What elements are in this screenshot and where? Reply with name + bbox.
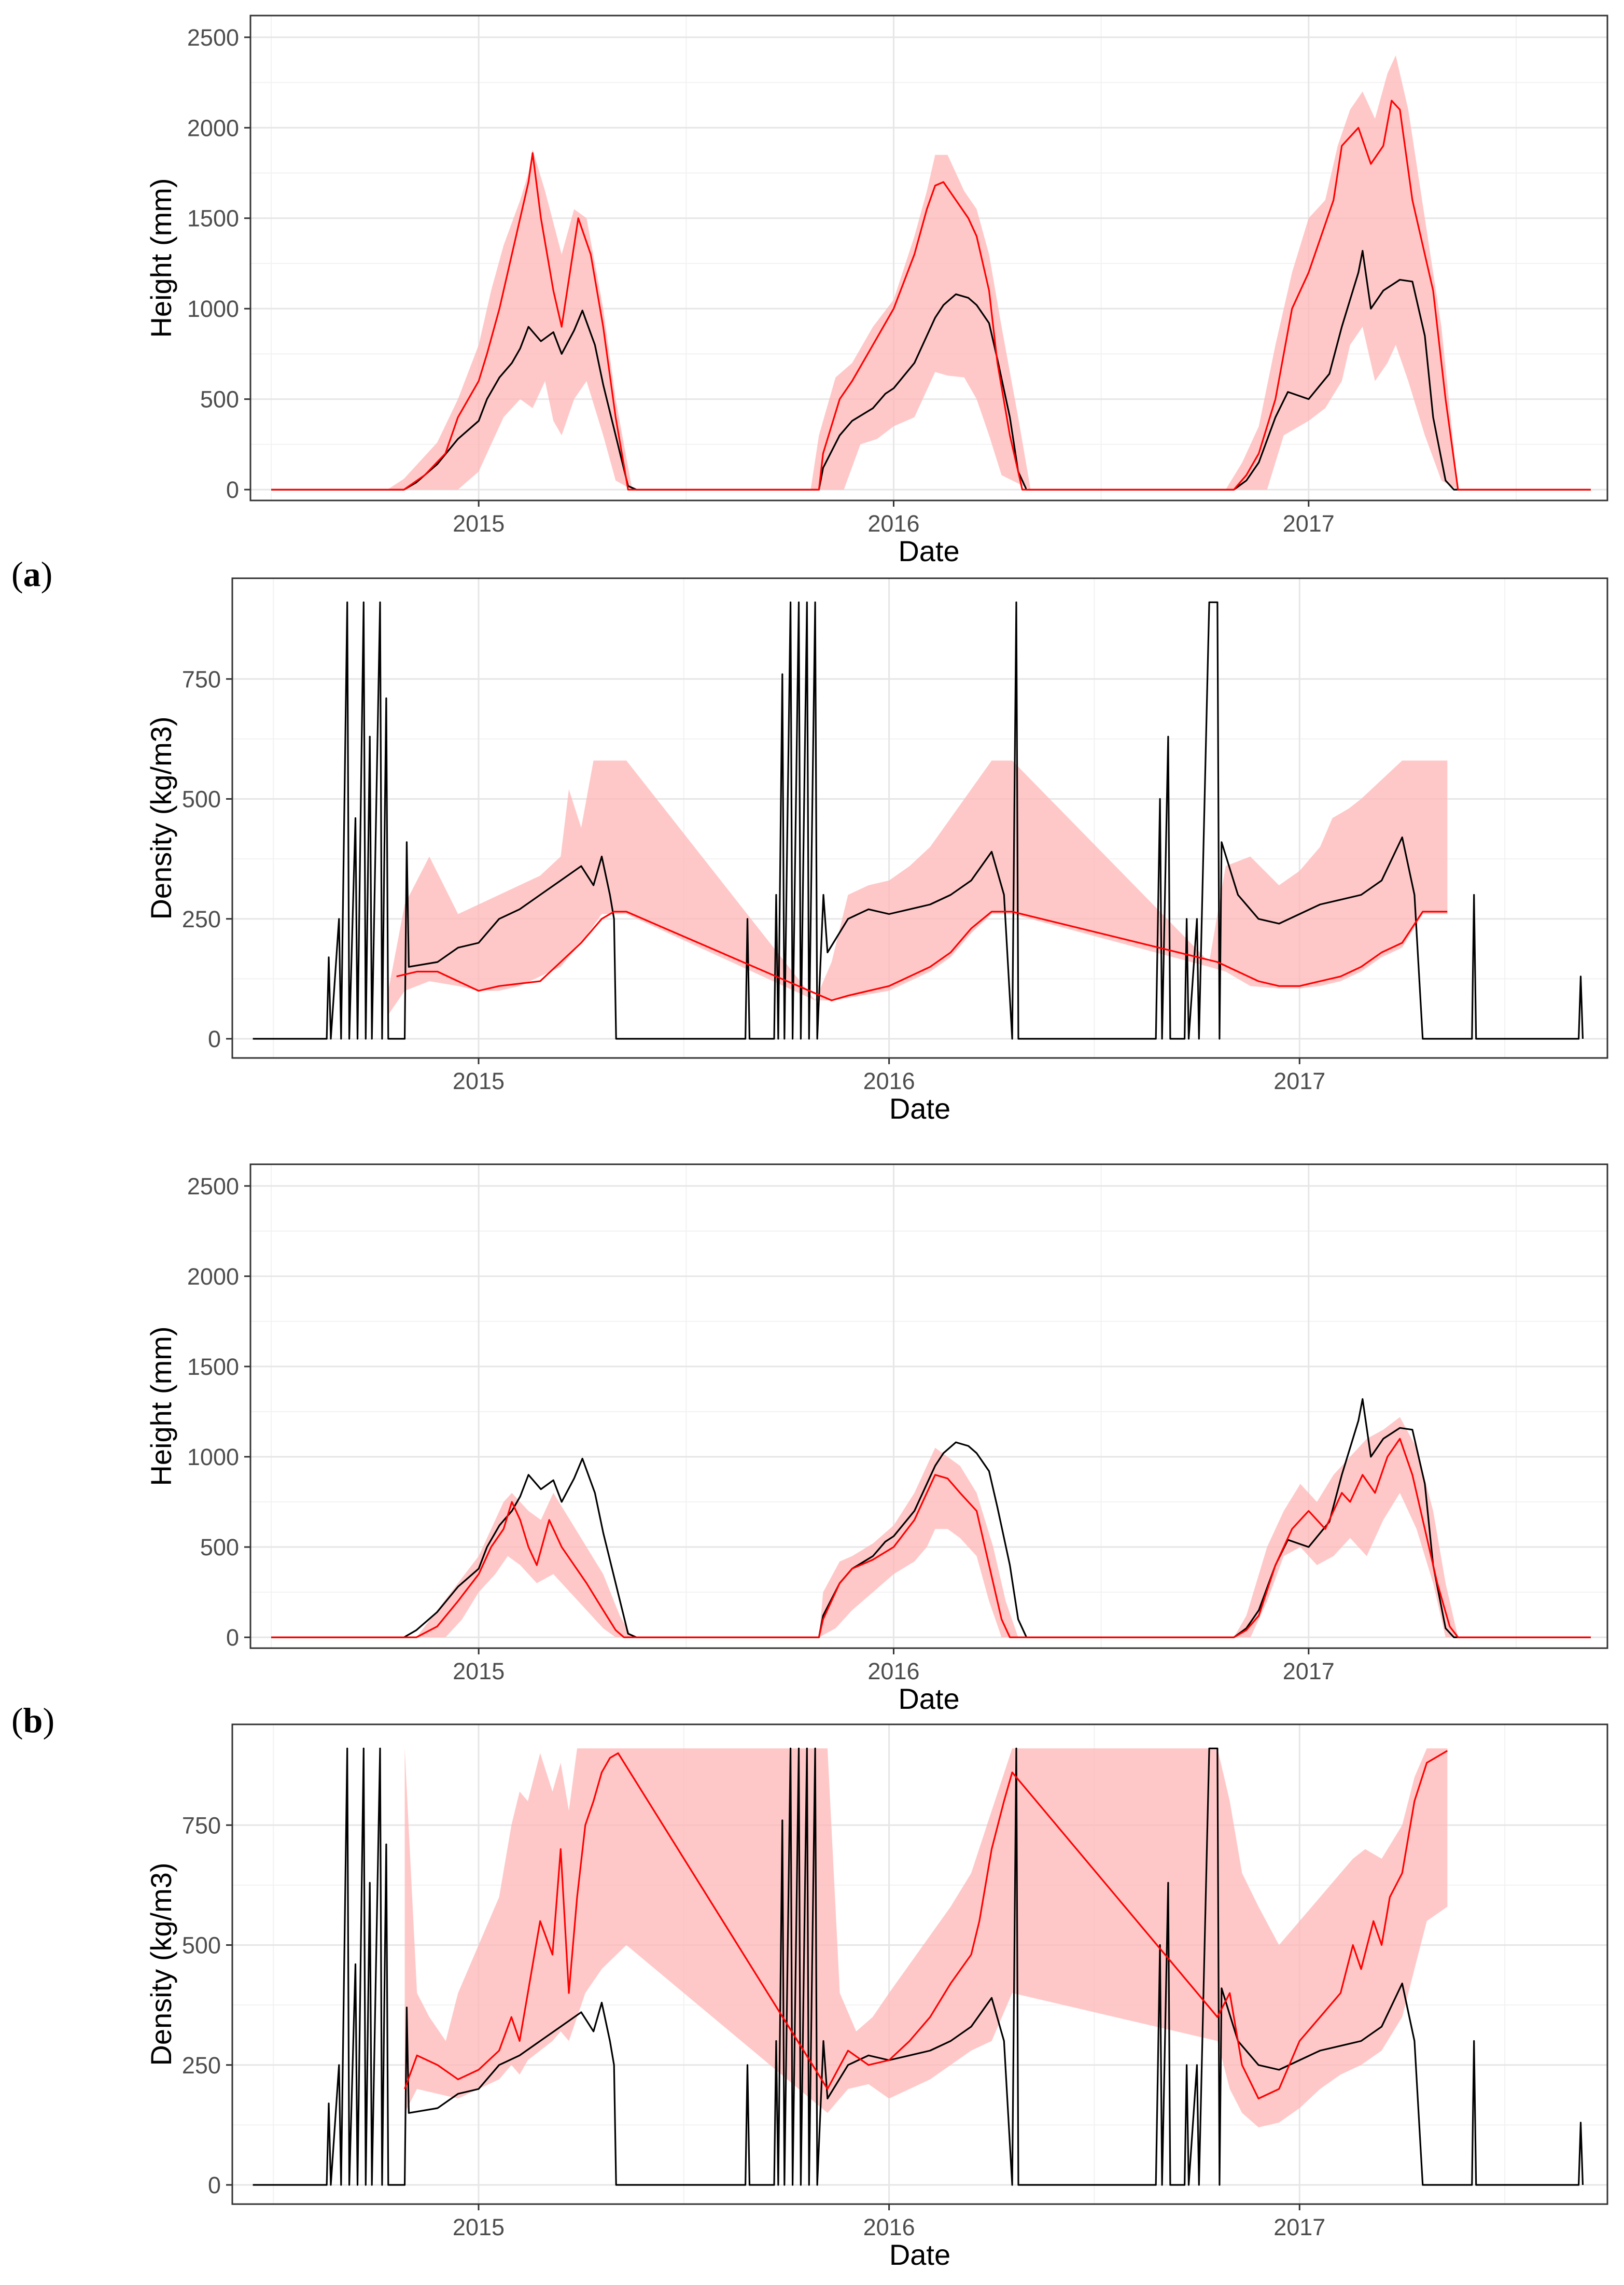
series-band-simulated-range xyxy=(388,760,1448,1015)
chart-b-height: 0 500 1000 1500 2000 2500 2015 2016 2017 Date Heig… xyxy=(145,1163,1608,1715)
x-axis-title: Date xyxy=(898,1682,959,1715)
x-tick-label: 2016 xyxy=(867,1658,919,1684)
chart-b-density: 0 250 500 750 2015 2016 2017 Date Density (kg/m3… xyxy=(145,1723,1608,2271)
y-tick-label: 2000 xyxy=(187,1263,239,1290)
y-tick-label: 1000 xyxy=(187,1444,239,1470)
x-tick-label: 2017 xyxy=(1283,510,1335,537)
y-axis-title: Height (mm) xyxy=(145,1326,177,1486)
y-tick-label: 0 xyxy=(208,2172,221,2198)
y-axis-title: Density (kg/m3) xyxy=(145,716,177,919)
plot-border xyxy=(249,15,1608,501)
x-tick-label: 2016 xyxy=(863,2214,915,2240)
series-line-simulated xyxy=(271,1438,1591,1638)
y-tick-label: 0 xyxy=(226,1624,239,1651)
series-line-observed xyxy=(271,1398,1591,1638)
series-line-simulated xyxy=(396,911,1448,1001)
y-tick-label: 1000 xyxy=(187,296,239,322)
y-tick-label: 2500 xyxy=(187,24,239,51)
y-tick-label: 500 xyxy=(182,786,221,813)
series-layer xyxy=(253,1747,1584,2186)
series-line-simulated xyxy=(271,100,1591,491)
series-layer xyxy=(271,1398,1591,1638)
y-tick-label: 500 xyxy=(200,386,239,413)
x-tick-label: 2017 xyxy=(1283,1658,1335,1684)
series-layer xyxy=(271,55,1591,491)
series-band-simulated-range xyxy=(271,55,1591,490)
series-band-simulated-range xyxy=(404,1748,1448,2127)
y-tick-label: 250 xyxy=(182,906,221,932)
x-axis-title: Date xyxy=(898,535,959,567)
y-tick-label: 500 xyxy=(182,1932,221,1959)
plot-area xyxy=(250,1164,1607,1648)
y-tick-label: 0 xyxy=(208,1026,221,1052)
x-tick-label: 2015 xyxy=(453,1658,505,1684)
x-tick-label: 2015 xyxy=(453,2214,505,2240)
chart-a-height: 0 500 1000 1500 2000 2500 2015 2016 2017 Date Heig… xyxy=(145,15,1608,567)
y-tick-label: 500 xyxy=(200,1534,239,1561)
y-tick-label: 0 xyxy=(226,477,239,503)
x-axis-title: Date xyxy=(889,2238,950,2271)
panel-label-b: (b) xyxy=(11,1701,54,1740)
plot-border xyxy=(231,1723,1608,2205)
x-tick-label: 2015 xyxy=(453,1068,505,1094)
y-axis-title: Height (mm) xyxy=(145,178,177,338)
panel-labels-layer: (a) (b) xyxy=(11,554,54,1740)
y-tick-label: 1500 xyxy=(187,205,239,232)
y-tick-label: 2500 xyxy=(187,1173,239,1200)
y-tick-label: 250 xyxy=(182,2052,221,2079)
x-tick-label: 2017 xyxy=(1273,2214,1325,2240)
y-tick-label: 750 xyxy=(182,1812,221,1838)
y-tick-label: 2000 xyxy=(187,115,239,141)
series-line-observed xyxy=(271,249,1591,491)
chart-a-density: 0 250 500 750 2015 2016 2017 Date Density (kg/m3… xyxy=(145,577,1608,1125)
series-line-simulated xyxy=(403,1750,1448,2100)
y-tick-label: 1500 xyxy=(187,1354,239,1380)
x-tick-label: 2016 xyxy=(867,510,919,537)
x-axis-title: Date xyxy=(889,1092,950,1125)
series-line-observed xyxy=(253,601,1584,1040)
y-tick-label: 750 xyxy=(182,666,221,692)
series-layer xyxy=(253,601,1584,1040)
plot-border xyxy=(231,577,1608,1059)
series-band-simulated-range xyxy=(271,1417,1591,1638)
panel-label-a: (a) xyxy=(11,554,52,594)
y-axis-title: Density (kg/m3) xyxy=(145,1862,177,2066)
x-tick-label: 2017 xyxy=(1273,1068,1325,1094)
series-line-observed xyxy=(253,1747,1584,2186)
x-tick-label: 2016 xyxy=(863,1068,915,1094)
x-tick-label: 2015 xyxy=(453,510,505,537)
plot-border xyxy=(249,1163,1608,1649)
